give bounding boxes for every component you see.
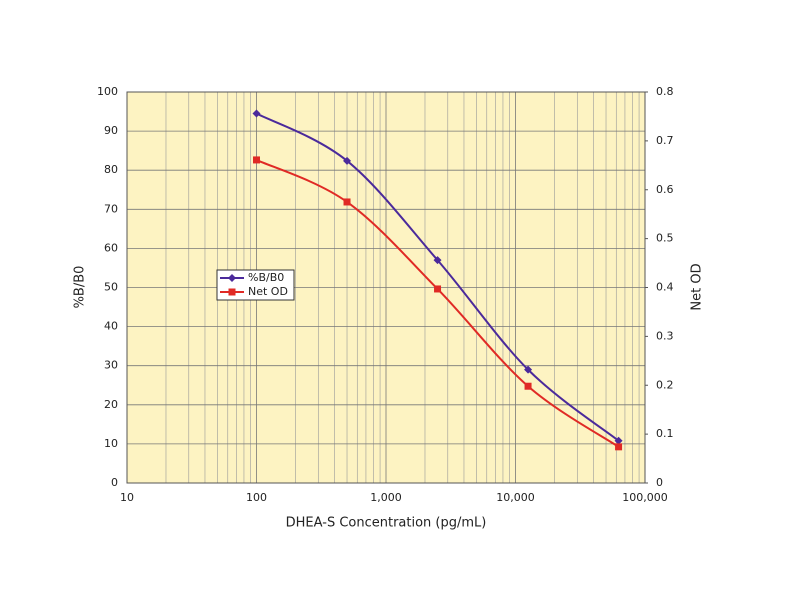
y-tick-label: 80 (104, 163, 118, 176)
y-tick-label: 40 (104, 320, 118, 333)
x-tick-label: 10,000 (496, 491, 535, 504)
x-tick-label: 100 (246, 491, 267, 504)
y2-axis-label: Net OD (690, 263, 705, 310)
marker (524, 382, 532, 390)
y-tick-label: 60 (104, 241, 118, 254)
x-tick-label: 10 (120, 491, 134, 504)
y2-tick-label: 0.3 (656, 329, 674, 342)
y-tick-label: 70 (104, 202, 118, 215)
y2-tick-label: 0.5 (656, 232, 674, 245)
y2-tick-label: 0.2 (656, 378, 674, 391)
y-tick-label: 50 (104, 281, 118, 294)
y2-tick-label: 0.4 (656, 281, 674, 294)
legend-label: %B/B0 (248, 271, 284, 284)
y2-tick-label: 0.7 (656, 134, 674, 147)
marker (615, 443, 623, 451)
y-tick-label: 20 (104, 398, 118, 411)
marker (343, 198, 351, 206)
marker (434, 285, 442, 293)
y-tick-label: 0 (111, 476, 118, 489)
plot-border (126, 91, 646, 484)
y-tick-label: 90 (104, 124, 118, 137)
legend-marker (228, 288, 236, 296)
legend-label: Net OD (248, 285, 288, 298)
y2-tick-label: 0 (656, 476, 663, 489)
x-tick-label: 100,000 (622, 491, 668, 504)
y-axis-label: %B/B0 (73, 266, 88, 309)
y2-tick-label: 0.8 (656, 85, 674, 98)
y-tick-label: 10 (104, 437, 118, 450)
marker (343, 156, 352, 165)
marker (433, 256, 442, 265)
marker (524, 365, 533, 374)
y-tick-label: 30 (104, 359, 118, 372)
marker (253, 156, 260, 164)
x-tick-label: 1,000 (370, 491, 402, 504)
y2-tick-label: 0.1 (656, 427, 674, 440)
x-axis-label: DHEA-S Concentration (pg/mL) (286, 516, 487, 531)
marker (614, 436, 623, 445)
marker (252, 109, 261, 118)
legend-marker (228, 274, 236, 282)
y2-tick-label: 0.6 (656, 183, 674, 196)
y-tick-label: 100 (97, 85, 118, 98)
